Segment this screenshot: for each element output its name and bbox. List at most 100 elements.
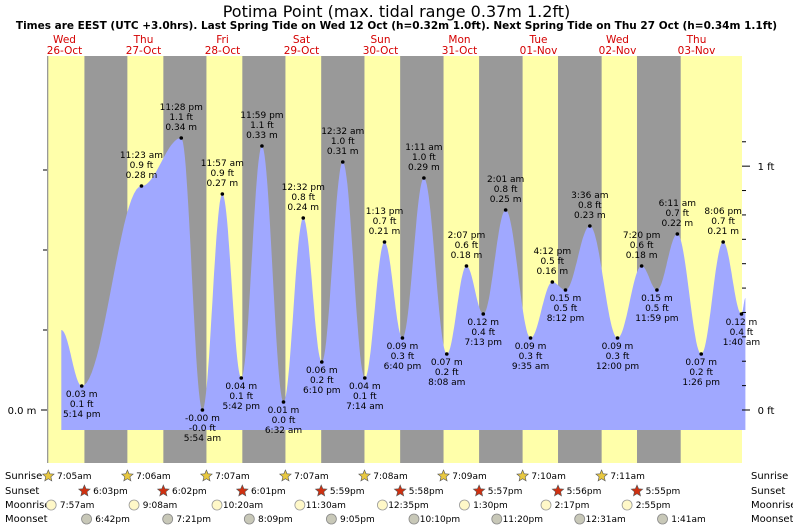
day-date: 02-Nov (599, 45, 637, 57)
day-date: 31-Oct (442, 45, 478, 57)
day-name: Thu (133, 34, 154, 46)
tide-m-label: 0.09 m (387, 342, 419, 352)
tide-ft-label: 0.8 ft (494, 185, 518, 195)
sunrise-time: 7:07am (215, 472, 250, 482)
chart-title: Potima Point (max. tidal range 0.37m 1.2… (222, 2, 571, 21)
moonset-icon (81, 513, 92, 525)
sunset-icon (235, 484, 249, 497)
day-date: 30-Oct (363, 45, 399, 57)
tide-point (503, 208, 508, 212)
tide-ft-label: 0.5 ft (554, 304, 578, 314)
tide-time-label: 11:57 am (201, 159, 244, 169)
astro-row-label: Sunset (5, 486, 39, 497)
right-tick-label: 1 ft (758, 162, 775, 173)
moonrise-icon (621, 499, 633, 511)
moonrise-icon (540, 499, 552, 511)
sunset-time: 6:03pm (93, 487, 128, 497)
sunset-icon (472, 484, 486, 497)
tide-point (281, 400, 286, 404)
sunset-icon (314, 484, 328, 497)
tide-m-label: 0.03 m (66, 390, 98, 400)
tide-ft-label: 0.3 ft (606, 352, 630, 362)
moonrise-time: 7:57am (60, 501, 95, 511)
moonset-icon (325, 513, 337, 525)
moonset-icon (162, 513, 174, 525)
tide-m-label: 0.04 m (225, 382, 257, 392)
tide-point (639, 264, 644, 268)
tide-time-label: 3:36 am (571, 191, 608, 201)
tide-point (179, 136, 184, 140)
tide-time-label: 1:13 pm (366, 207, 404, 217)
tide-ft-label: 1.1 ft (250, 121, 274, 131)
tide-m-label: 0.34 m (165, 123, 197, 133)
tide-m-label: 0.18 m (451, 251, 483, 261)
sunrise-icon (199, 469, 213, 482)
sunset-time: 6:02pm (172, 487, 207, 497)
tide-ft-label: 0.9 ft (210, 169, 234, 179)
tide-m-label: 0.29 m (408, 163, 440, 173)
tide-m-label: 0.27 m (206, 179, 238, 189)
tide-m-label: 0.12 m (467, 318, 499, 328)
tide-point (721, 240, 725, 244)
tide-m-label: 0.33 m (246, 131, 278, 141)
tide-point (79, 384, 84, 388)
tide-time-label: 8:12 pm (547, 314, 585, 324)
tide-ft-label: 1.1 ft (169, 113, 193, 123)
tide-time-label: 6:11 am (659, 199, 696, 209)
tide-m-label: 0.04 m (349, 382, 381, 392)
astro-row-label: Moonrise (5, 500, 50, 511)
tide-ft-label: 0.5 ft (540, 257, 564, 267)
tide-point (340, 160, 345, 164)
sunset-time: 5:57pm (488, 487, 523, 497)
sunrise-icon (595, 469, 609, 482)
astro-row-label: Moonset (751, 514, 793, 525)
tide-ft-label: 0.1 ft (70, 400, 94, 410)
day-date: 29-Oct (284, 45, 320, 57)
tide-time-label: 1:11 am (405, 143, 442, 153)
moonrise-time: 11:30am (306, 501, 346, 511)
day-name: Sat (293, 34, 310, 46)
tide-m-label: 0.31 m (327, 147, 359, 157)
sunset-time: 6:01pm (251, 487, 286, 497)
tide-time-label: 1:40 am (723, 338, 760, 348)
sunrise-time: 7:05am (57, 472, 92, 482)
tide-time-label: 9:35 am (512, 362, 549, 372)
moonrise-time: 10:20am (223, 501, 263, 511)
astro-row-label: Sunrise (751, 471, 788, 482)
right-tick-label: 0 ft (758, 406, 775, 417)
tide-time-label: 7:14 am (346, 402, 383, 412)
sunrise-icon (278, 469, 292, 482)
moonset-icon (657, 513, 668, 525)
day-date: 27-Oct (126, 45, 162, 57)
moonset-time: 1:41am (671, 515, 706, 525)
sunrise-time: 7:09am (452, 472, 487, 482)
moonrise-icon (45, 499, 57, 511)
tide-ft-label: 0.1 ft (229, 392, 253, 402)
tide-point (464, 264, 469, 268)
tide-time-label: 4:12 pm (534, 247, 572, 257)
tide-area (61, 138, 746, 430)
moonrise-time: 1:30pm (473, 501, 508, 511)
tide-point (615, 336, 620, 340)
sunset-time: 5:59pm (330, 487, 365, 497)
tide-time-label: 5:54 am (184, 434, 221, 444)
tide-ft-label: 1.0 ft (412, 153, 436, 163)
tide-ft-label: 0.8 ft (291, 193, 315, 203)
tide-point (382, 240, 387, 244)
sunrise-time: 7:11am (610, 472, 645, 482)
moonset-time: 6:42pm (95, 515, 130, 525)
tide-ft-label: 0.3 ft (519, 352, 543, 362)
astro-row-label: Moonrise (751, 500, 793, 511)
moonrise-icon (128, 499, 140, 511)
tide-point (739, 312, 744, 316)
tide-ft-label: 0.6 ft (455, 241, 479, 251)
tide-point (422, 176, 426, 180)
tide-m-label: 0.09 m (602, 342, 634, 352)
tide-point (139, 184, 144, 188)
tide-ft-label: 0.7 ft (373, 217, 397, 227)
moonrise-icon (377, 499, 388, 511)
moonrise-time: 9:08am (143, 501, 178, 511)
tide-ft-label: 0.2 ft (310, 376, 334, 386)
left-tick-label: 0.0 m (8, 406, 37, 417)
